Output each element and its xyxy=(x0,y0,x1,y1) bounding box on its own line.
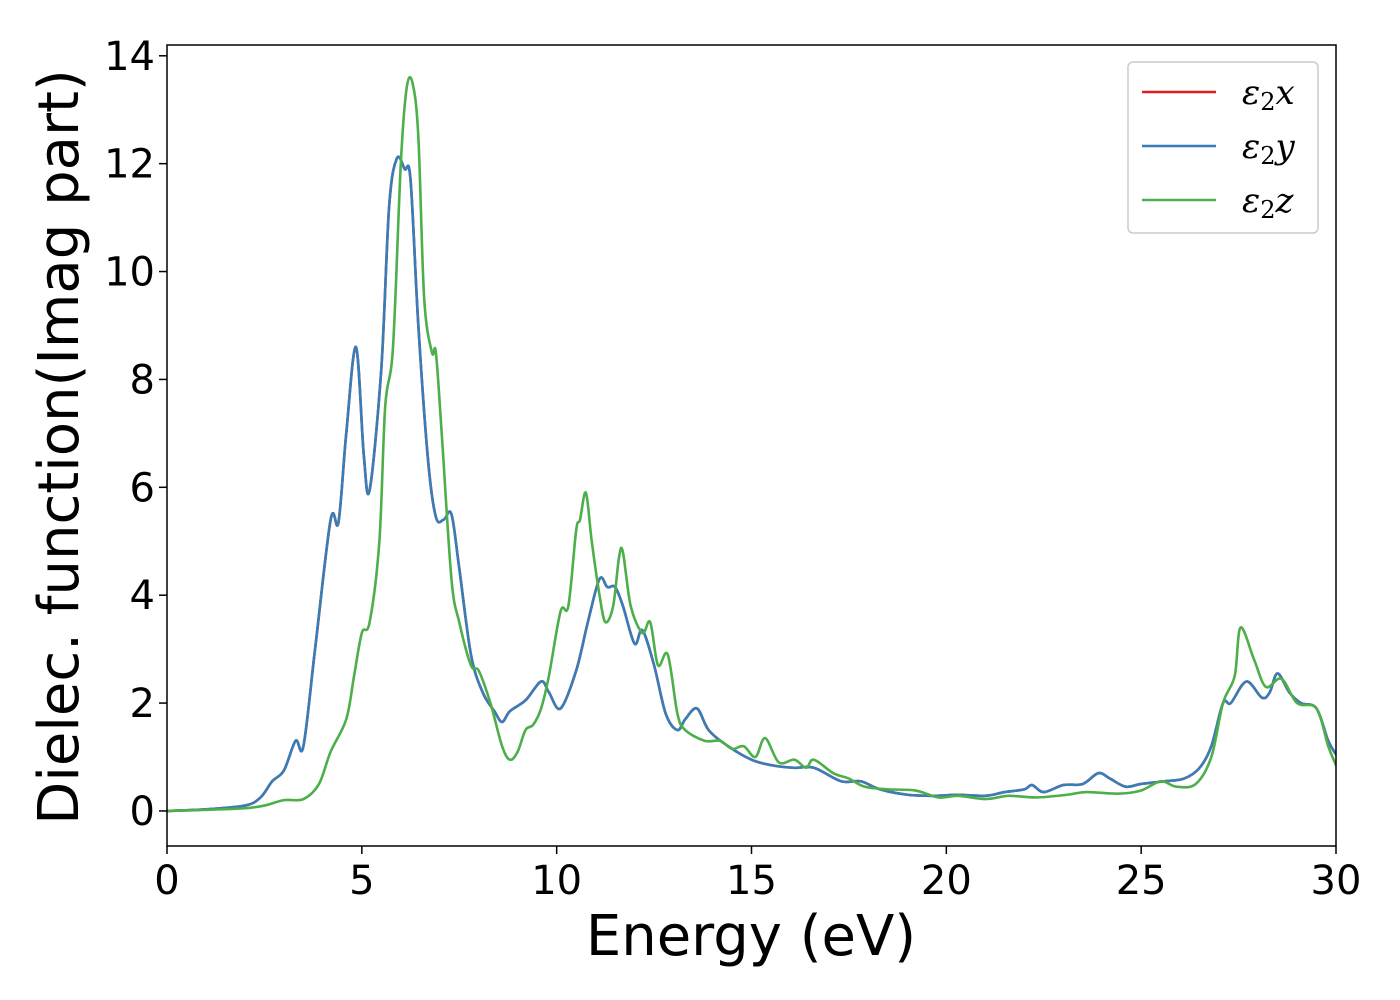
x-tick-label: 15 xyxy=(726,858,777,904)
y-tick-label: 10 xyxy=(104,250,155,296)
y-tick-label: 14 xyxy=(104,34,155,80)
x-axis-label: Energy (eV) xyxy=(586,904,916,969)
y-axis: 0 2 4 6 8 10 12 14 xyxy=(104,34,167,835)
legend-label-y: ε2y xyxy=(1242,127,1296,170)
series-line-y xyxy=(167,155,1336,813)
x-tick-label: 20 xyxy=(921,858,972,904)
y-axis-label: Dielec. function(Imag part) xyxy=(27,69,92,825)
legend-label-z: ε2z xyxy=(1242,181,1295,224)
x-tick-label: 5 xyxy=(349,858,374,904)
x-tick-label: 25 xyxy=(1116,858,1167,904)
legend: ε2x ε2y ε2z xyxy=(1127,61,1319,234)
x-tick-label: 10 xyxy=(531,858,582,904)
y-tick-label: 4 xyxy=(130,573,155,619)
y-tick-label: 6 xyxy=(130,465,155,511)
y-tick-label: 12 xyxy=(104,142,155,188)
series-layer xyxy=(167,76,1336,813)
legend-box xyxy=(1127,61,1319,234)
x-tick-label: 30 xyxy=(1311,858,1362,904)
y-tick-label: 0 xyxy=(130,789,155,835)
x-tick-label: 0 xyxy=(154,858,179,904)
series-line-z xyxy=(167,76,1336,813)
y-tick-label: 2 xyxy=(130,681,155,727)
legend-label-x: ε2x xyxy=(1242,73,1295,116)
y-tick-label: 8 xyxy=(130,357,155,403)
x-axis: 0 5 10 15 20 25 30 xyxy=(154,846,1361,904)
